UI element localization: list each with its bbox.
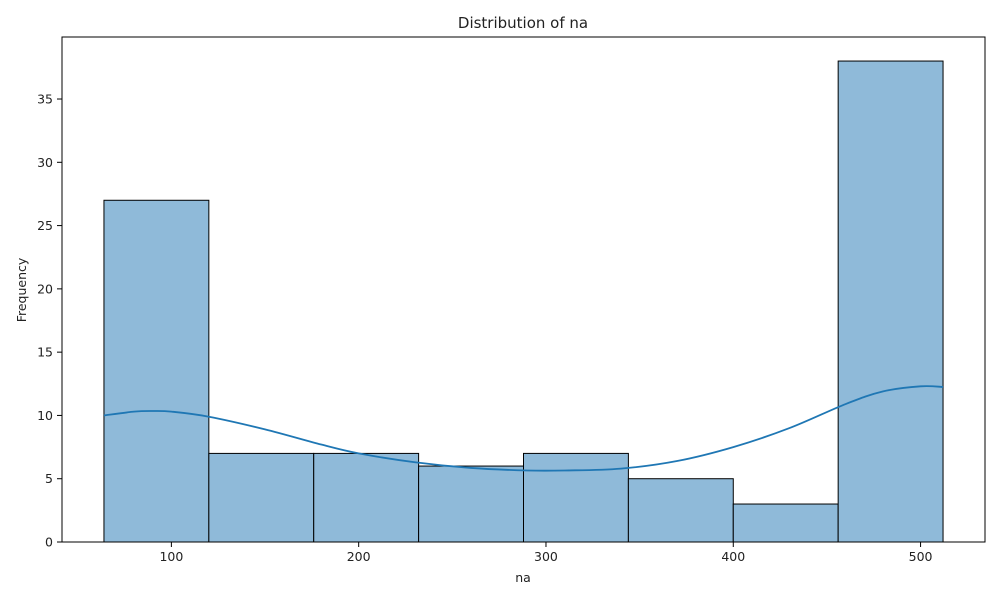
x-tick-label: 400 — [721, 549, 745, 564]
histogram-bar-3 — [418, 465, 525, 543]
chart-title: Distribution of na — [458, 14, 588, 32]
histogram-bar-4 — [523, 452, 629, 543]
histogram-bar-6 — [732, 503, 839, 543]
y-axis-label: Frequency — [14, 257, 29, 322]
histogram-bar-1 — [208, 452, 315, 543]
x-tick-label: 300 — [534, 549, 558, 564]
y-ticks: 0 5 10 15 20 25 30 35 — [37, 92, 62, 550]
histogram-bar-5 — [627, 478, 734, 543]
y-tick-label: 5 — [45, 471, 53, 486]
y-tick-label: 30 — [37, 155, 53, 170]
histogram-bar-0 — [103, 199, 210, 543]
x-ticks: 100 200 300 400 500 — [159, 542, 933, 564]
plot-frame — [61, 36, 986, 543]
y-tick-label: 15 — [37, 345, 53, 360]
x-axis-label: na — [515, 570, 531, 585]
y-tick-label: 0 — [45, 535, 53, 550]
x-tick-label: 500 — [909, 549, 933, 564]
x-tick-label: 200 — [347, 549, 371, 564]
bars-group — [103, 60, 944, 543]
histogram-bar-2 — [313, 452, 420, 543]
y-tick-label: 20 — [37, 281, 53, 296]
x-tick-label: 100 — [159, 549, 183, 564]
y-tick-label: 25 — [37, 218, 53, 233]
y-tick-label: 10 — [37, 408, 53, 423]
y-tick-label: 35 — [37, 92, 53, 107]
histogram-bar-7 — [837, 60, 944, 543]
kde-line — [103, 385, 944, 472]
